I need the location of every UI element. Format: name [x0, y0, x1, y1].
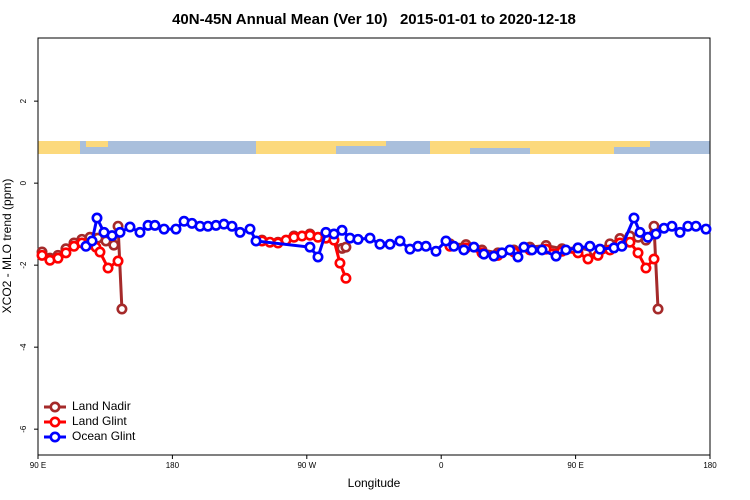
- y-tick-label: 2: [19, 98, 28, 103]
- x-tick-label: 90 W: [297, 461, 316, 470]
- point: [648, 253, 660, 265]
- point: [102, 262, 114, 274]
- y-axis-label: XCO2 - MLO trend (ppm): [0, 179, 14, 314]
- point: [700, 223, 712, 235]
- point: [112, 255, 124, 267]
- point: [478, 248, 490, 260]
- point: [116, 303, 128, 315]
- point: [108, 239, 120, 251]
- point: [234, 226, 246, 238]
- y-tick-label: -4: [19, 343, 28, 351]
- point: [134, 226, 146, 238]
- point: [384, 238, 396, 250]
- x-tick-label: 180: [703, 461, 717, 470]
- point: [624, 236, 636, 248]
- x-tick-label: 90 E: [30, 461, 46, 470]
- point: [666, 220, 678, 232]
- point: [394, 235, 406, 247]
- point: [374, 238, 386, 250]
- point: [304, 241, 316, 253]
- point: [312, 251, 324, 263]
- legend-marker: [49, 431, 61, 443]
- point: [584, 240, 596, 252]
- legend-marker: [49, 416, 61, 428]
- point: [334, 257, 346, 269]
- land-band: [614, 141, 650, 147]
- land-band: [86, 141, 108, 147]
- point: [468, 241, 480, 253]
- legend-label: Land Nadir: [72, 399, 131, 413]
- x-tick-label: 180: [166, 461, 180, 470]
- point: [124, 221, 136, 233]
- point: [352, 233, 364, 245]
- land-band: [530, 141, 614, 154]
- point: [582, 253, 594, 265]
- point: [440, 235, 452, 247]
- point: [550, 250, 562, 262]
- point: [158, 223, 170, 235]
- land-band: [256, 141, 336, 154]
- plot-frame: [37, 37, 711, 456]
- point: [628, 212, 640, 224]
- point: [114, 226, 126, 238]
- point: [674, 226, 686, 238]
- point: [690, 220, 702, 232]
- land-band: [336, 141, 386, 146]
- point: [250, 235, 262, 247]
- chart-title: 40N-45N Annual Mean (Ver 10) 2015-01-01 …: [172, 11, 576, 28]
- point: [560, 244, 572, 256]
- point: [616, 240, 628, 252]
- point: [526, 244, 538, 256]
- y-tick-label: 0: [19, 180, 28, 185]
- point: [244, 223, 256, 235]
- land-band: [38, 141, 80, 154]
- point: [52, 252, 64, 264]
- point: [632, 247, 644, 259]
- point: [634, 226, 646, 238]
- point: [594, 243, 606, 255]
- point: [170, 223, 182, 235]
- point: [448, 240, 460, 252]
- point: [340, 272, 352, 284]
- point: [430, 245, 442, 257]
- x-tick-label: 90 E: [567, 461, 583, 470]
- legend-marker: [49, 401, 61, 413]
- point: [36, 249, 48, 261]
- y-tick-label: -2: [19, 261, 28, 269]
- point: [650, 228, 662, 240]
- point: [652, 303, 664, 315]
- point: [336, 224, 348, 236]
- point: [226, 220, 238, 232]
- x-tick-label: 0: [439, 461, 444, 470]
- point: [364, 232, 376, 244]
- point: [340, 241, 352, 253]
- point: [60, 247, 72, 259]
- point: [86, 235, 98, 247]
- point: [512, 251, 524, 263]
- point: [149, 219, 161, 231]
- point: [504, 244, 516, 256]
- point: [420, 240, 432, 252]
- x-axis-label: Longitude: [348, 476, 401, 490]
- legend-label: Land Glint: [72, 414, 127, 428]
- point: [91, 212, 103, 224]
- series: [80, 212, 712, 263]
- point: [640, 262, 652, 274]
- point: [94, 246, 106, 258]
- surface-band: [38, 141, 710, 154]
- land-band: [430, 141, 470, 154]
- legend-label: Ocean Glint: [72, 429, 136, 443]
- y-tick-label: -6: [19, 425, 28, 433]
- point: [572, 242, 584, 254]
- land-band: [470, 141, 530, 148]
- point: [458, 244, 470, 256]
- point: [536, 244, 548, 256]
